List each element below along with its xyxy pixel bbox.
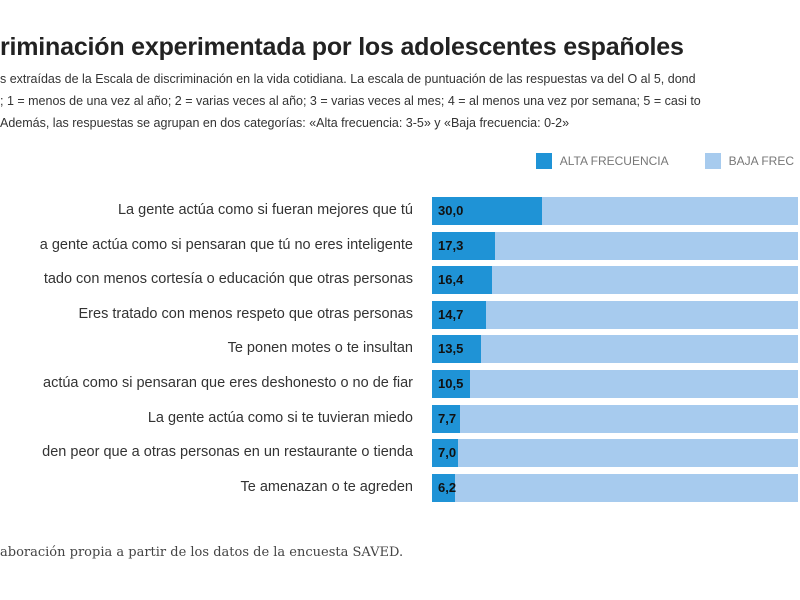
category-label: actúa como si pensaran que eres deshones… [43,375,413,391]
category-label: La gente actúa como si fueran mejores qu… [117,202,413,218]
bar-alta-frecuencia [432,231,496,260]
chart-subtitle-line-1: s extraídas de la Escala de discriminaci… [0,72,696,86]
chart-title: riminación experimentada por los adolesc… [0,33,684,61]
value-label: 17,3 [438,237,464,253]
category-label: Te ponen motes o te insultan [227,340,413,357]
value-label: 14,7 [438,306,464,322]
source-note: aboración propia a partir de los datos d… [0,545,404,560]
bar-alta-frecuencia [432,439,458,468]
category-label: tado con menos cortesía o educación que … [43,271,413,288]
value-label: 7,0 [438,445,457,461]
value-label: 16,4 [438,272,464,288]
bar-baja-frecuencia [495,231,798,260]
legend-label-alta: ALTA FRECUENCIA [559,154,669,168]
category-label: Eres tratado con menos respeto que otras… [78,305,414,322]
bar-baja-frecuencia [485,300,798,329]
chart-subtitle-line-3: Además, las respuestas se agrupan en dos… [0,116,570,130]
bar-baja-frecuencia [492,266,798,295]
bar-alta-frecuencia [432,370,471,398]
bar-baja-frecuencia [541,197,798,225]
legend-swatch-alta [535,153,552,169]
bar-alta-frecuencia [432,197,542,225]
bar-alta-frecuencia [432,335,482,364]
legend-swatch-baja [704,153,721,169]
value-label: 13,5 [438,341,464,357]
value-label: 6,2 [438,479,457,495]
bar-alta-frecuencia [432,404,461,433]
value-label: 7,7 [438,410,457,426]
chart-subtitle-line-2: ; 1 = menos de una vez al año; 2 = varia… [0,94,701,108]
bar-alta-frecuencia [432,300,486,329]
bar-alta-frecuencia [432,473,455,502]
bar-baja-frecuencia [454,473,798,502]
category-label: Te amenazan o te agreden [240,478,413,495]
bar-baja-frecuencia [470,370,798,398]
category-label: La gente actúa como si te tuvieran miedo [147,409,413,426]
bar-baja-frecuencia [481,335,798,364]
legend-label-baja: BAJA FREC [728,154,794,168]
value-label: 30,0 [438,203,464,218]
category-label: den peor que a otras personas en un rest… [42,444,413,461]
category-label: a gente actúa como si pensaran que tú no… [39,236,413,253]
bar-baja-frecuencia [457,439,798,468]
value-label: 10,5 [438,376,464,391]
legend: ALTA FRECUENCIA BAJA FREC [535,153,794,169]
bar-baja-frecuencia [460,404,798,433]
bar-alta-frecuencia [432,266,493,295]
